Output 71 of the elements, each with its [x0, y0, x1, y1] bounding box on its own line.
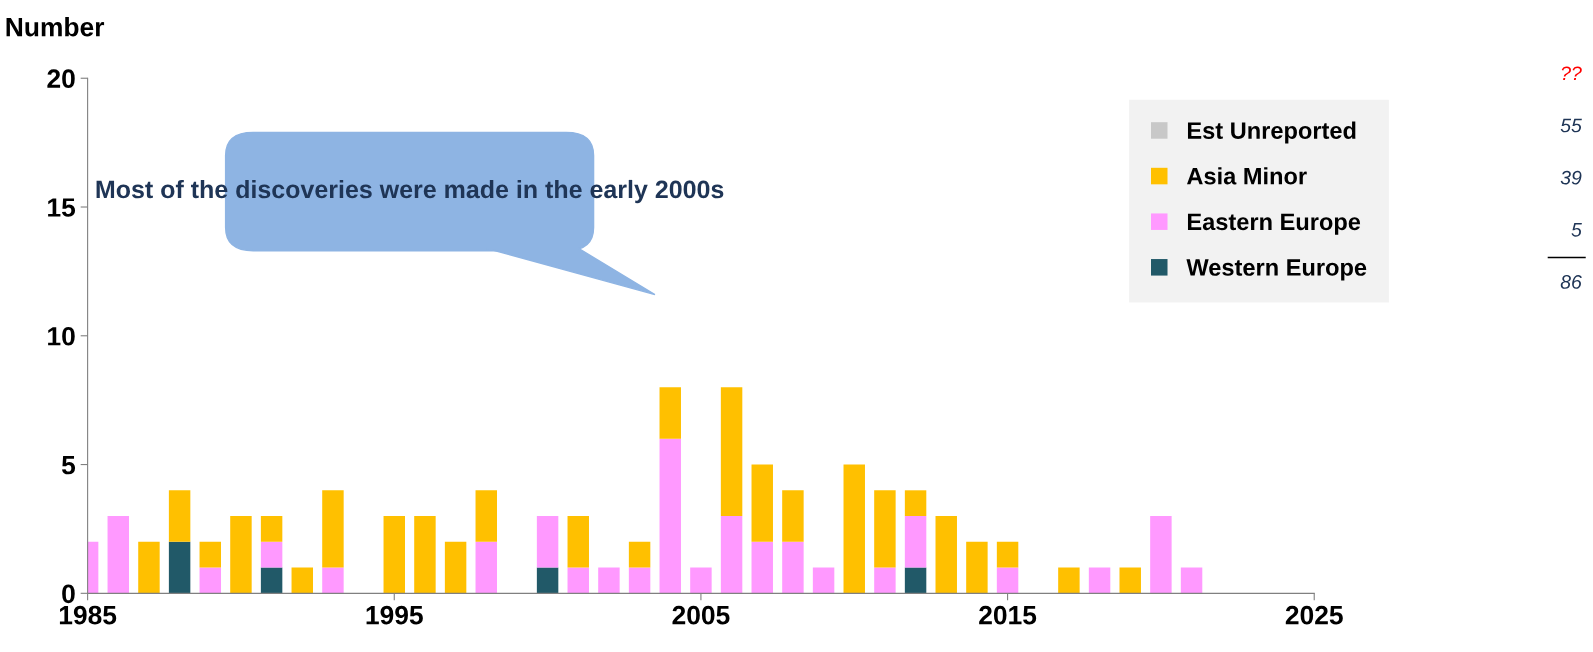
legend-label: Est Unreported — [1187, 121, 1356, 144]
bar — [996, 567, 1019, 594]
bar — [168, 541, 191, 594]
bar — [996, 541, 1019, 568]
text: 39 — [1560, 170, 1582, 185]
bar — [659, 438, 681, 594]
bar — [904, 490, 927, 517]
bar — [843, 464, 865, 594]
text: 5 — [1571, 223, 1582, 237]
bar — [720, 516, 743, 594]
bar — [322, 490, 344, 568]
x-tick-label: 1985 — [59, 605, 117, 625]
x-tick-label: 2025 — [1285, 605, 1343, 625]
legend-label: Asia Minor — [1186, 167, 1307, 185]
text: 86 — [1560, 275, 1582, 289]
bar — [598, 567, 620, 594]
bar — [536, 516, 559, 568]
bar — [720, 387, 743, 517]
y-tick-label: 15 — [48, 198, 76, 217]
bar — [751, 464, 773, 542]
bar — [322, 567, 344, 594]
bar — [874, 490, 896, 568]
bar — [812, 567, 835, 594]
text: ?? — [1561, 66, 1582, 81]
bar — [628, 567, 651, 594]
bar — [904, 516, 927, 568]
bar — [291, 567, 313, 594]
text: 55 — [1560, 118, 1582, 133]
bar — [935, 516, 957, 594]
bar — [230, 516, 252, 594]
annotation: Most of the discoveries were made in the early 2000s — [96, 179, 724, 204]
bar — [1119, 567, 1141, 594]
bar — [199, 541, 222, 568]
y-axis-title: Number — [6, 17, 105, 37]
bar — [168, 490, 191, 542]
x-tick-label: 2005 — [672, 605, 730, 625]
legend-label: Western Europe — [1186, 259, 1367, 281]
bar — [444, 541, 467, 594]
bar — [536, 567, 559, 594]
bar — [966, 541, 988, 594]
y-tick-label: 10 — [48, 326, 75, 346]
y-tick-label: 0 — [62, 584, 75, 604]
bar — [1058, 567, 1080, 594]
bar — [260, 567, 283, 594]
bar — [107, 516, 130, 594]
bar — [414, 516, 436, 594]
bar — [690, 567, 712, 594]
bar — [659, 387, 681, 439]
bar — [1150, 516, 1172, 594]
bar — [567, 567, 589, 594]
bar — [1088, 567, 1111, 594]
x-tick-label: 2015 — [979, 605, 1037, 625]
bar — [751, 541, 773, 594]
bar — [138, 541, 160, 594]
bar — [260, 516, 283, 542]
bar — [199, 567, 222, 594]
y-tick-label: 20 — [47, 69, 75, 89]
bar — [475, 490, 497, 542]
bar — [628, 541, 651, 568]
bar — [874, 567, 896, 594]
x-tick-label: 1995 — [366, 605, 423, 625]
bar — [567, 516, 589, 568]
bar — [260, 541, 283, 568]
bar — [782, 541, 804, 594]
bar — [782, 490, 804, 542]
y-tick-label: 5 — [61, 455, 76, 475]
legend-label: Eastern Europe — [1187, 213, 1361, 235]
bar — [383, 516, 405, 594]
bar — [1180, 567, 1203, 594]
bar — [904, 567, 927, 594]
bar — [475, 541, 497, 594]
